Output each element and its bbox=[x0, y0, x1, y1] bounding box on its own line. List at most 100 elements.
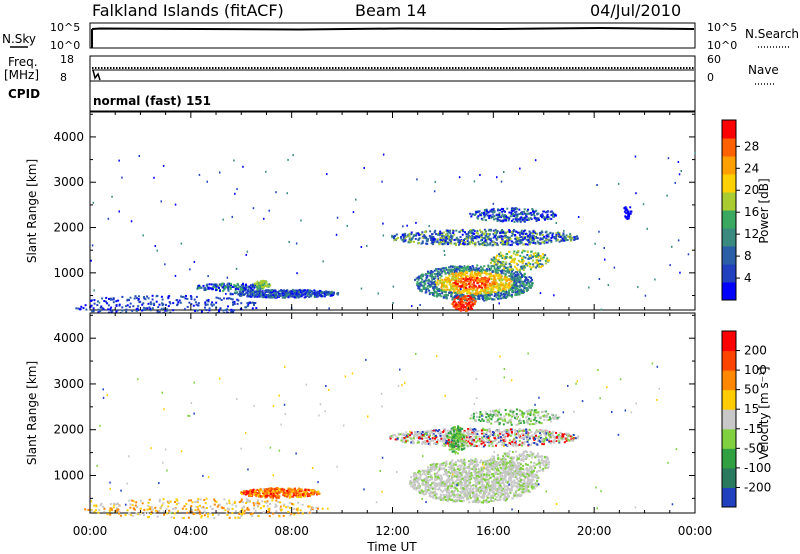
echo-cell bbox=[480, 243, 483, 245]
echo-cell bbox=[94, 509, 97, 512]
echo-cell bbox=[494, 235, 496, 238]
echo-cell bbox=[522, 232, 525, 235]
echo-cell bbox=[508, 250, 511, 253]
echo-cell bbox=[459, 293, 462, 296]
echo-cell bbox=[530, 250, 533, 253]
echo-cell bbox=[523, 272, 526, 275]
echo-cell bbox=[492, 207, 495, 210]
echo-cell bbox=[494, 498, 497, 501]
echo-cell bbox=[480, 280, 483, 283]
echo-cell bbox=[509, 265, 512, 268]
echo-cell bbox=[200, 514, 203, 517]
echo-cell bbox=[481, 288, 484, 291]
echo-cell bbox=[412, 234, 415, 237]
echo-cell bbox=[223, 288, 226, 291]
echo-cell bbox=[262, 294, 265, 297]
echo-cell bbox=[624, 206, 627, 209]
echo-cell bbox=[260, 290, 263, 293]
echo-cell bbox=[476, 282, 479, 285]
echo-cell bbox=[283, 494, 286, 497]
echo-cell bbox=[229, 288, 232, 290]
echo-cell bbox=[499, 273, 502, 276]
echo-cell bbox=[523, 280, 526, 283]
echo-cell bbox=[516, 251, 519, 254]
echo-cell bbox=[279, 294, 282, 297]
echo-cell bbox=[475, 277, 478, 280]
echo-cell bbox=[174, 500, 176, 503]
echo-cell bbox=[259, 487, 262, 490]
nsearch-label: N.Search bbox=[745, 27, 799, 41]
echo-cell bbox=[185, 508, 188, 511]
echo-cell bbox=[521, 213, 524, 216]
echo-cell bbox=[469, 295, 472, 298]
echo-cell bbox=[502, 231, 505, 234]
echo-cell bbox=[458, 243, 460, 246]
echo-cell bbox=[293, 513, 296, 516]
echo-cell bbox=[392, 285, 395, 288]
echo-cell bbox=[149, 307, 152, 310]
echo-cell bbox=[475, 269, 478, 272]
echo-cell bbox=[259, 282, 262, 285]
echo-cell bbox=[472, 266, 475, 269]
echo-cell bbox=[466, 292, 469, 295]
echo-cell bbox=[106, 302, 109, 305]
echo-cell bbox=[451, 266, 454, 269]
echo-cell bbox=[261, 500, 264, 503]
echo-cell bbox=[541, 241, 544, 244]
echo-cell bbox=[455, 296, 458, 299]
echo-cell bbox=[514, 294, 517, 297]
echo-cell bbox=[274, 506, 277, 508]
echo-cell bbox=[168, 301, 171, 303]
echo-cell bbox=[509, 273, 512, 276]
echo-cell bbox=[258, 293, 261, 296]
echo-cell bbox=[531, 239, 534, 241]
echo-cell bbox=[500, 180, 503, 183]
echo-cell bbox=[504, 241, 507, 243]
echo-cell bbox=[281, 289, 284, 292]
echo-cell bbox=[496, 277, 499, 280]
echo-cell bbox=[417, 287, 420, 290]
echo-cell bbox=[240, 512, 242, 515]
echo-cell bbox=[459, 272, 462, 275]
echo-cell bbox=[509, 285, 512, 288]
echo-cell bbox=[542, 210, 545, 213]
echo-cell bbox=[208, 283, 211, 286]
echo-cell bbox=[107, 304, 110, 307]
echo-cell bbox=[496, 488, 499, 491]
echo-cell bbox=[543, 235, 546, 238]
echo-cell bbox=[511, 291, 514, 293]
echo-cell bbox=[488, 217, 490, 220]
echo-cell bbox=[256, 295, 259, 298]
echo-cell bbox=[297, 293, 300, 296]
echo-cell bbox=[175, 503, 178, 506]
echo-cell bbox=[190, 298, 193, 301]
echo-cell bbox=[271, 296, 274, 299]
echo-cell bbox=[465, 482, 468, 485]
echo-cell bbox=[161, 504, 164, 507]
echo-cell bbox=[161, 298, 164, 301]
echo-cell bbox=[525, 487, 528, 490]
echo-cell bbox=[495, 234, 497, 237]
echo-cell bbox=[292, 494, 295, 496]
echo-cell bbox=[247, 301, 250, 304]
echo-cell bbox=[432, 283, 435, 285]
echo-cell bbox=[499, 209, 502, 212]
echo-cell bbox=[523, 236, 526, 239]
echo-cell bbox=[450, 291, 453, 294]
nsky-panel-frame bbox=[89, 22, 696, 49]
echo-cell bbox=[205, 299, 208, 302]
echo-cell bbox=[264, 488, 267, 491]
echo-cell bbox=[550, 237, 553, 239]
echo-cell bbox=[487, 293, 490, 296]
echo-cell bbox=[290, 495, 293, 498]
echo-cell bbox=[167, 502, 170, 504]
echo-cell bbox=[635, 192, 637, 195]
echo-cell bbox=[466, 309, 469, 312]
echo-cell bbox=[453, 283, 456, 286]
echo-cell bbox=[283, 491, 285, 494]
echo-cell bbox=[474, 244, 477, 247]
echo-cell bbox=[428, 293, 431, 296]
echo-cell bbox=[254, 282, 257, 285]
echo-cell bbox=[153, 176, 155, 179]
echo-cell bbox=[460, 297, 463, 300]
